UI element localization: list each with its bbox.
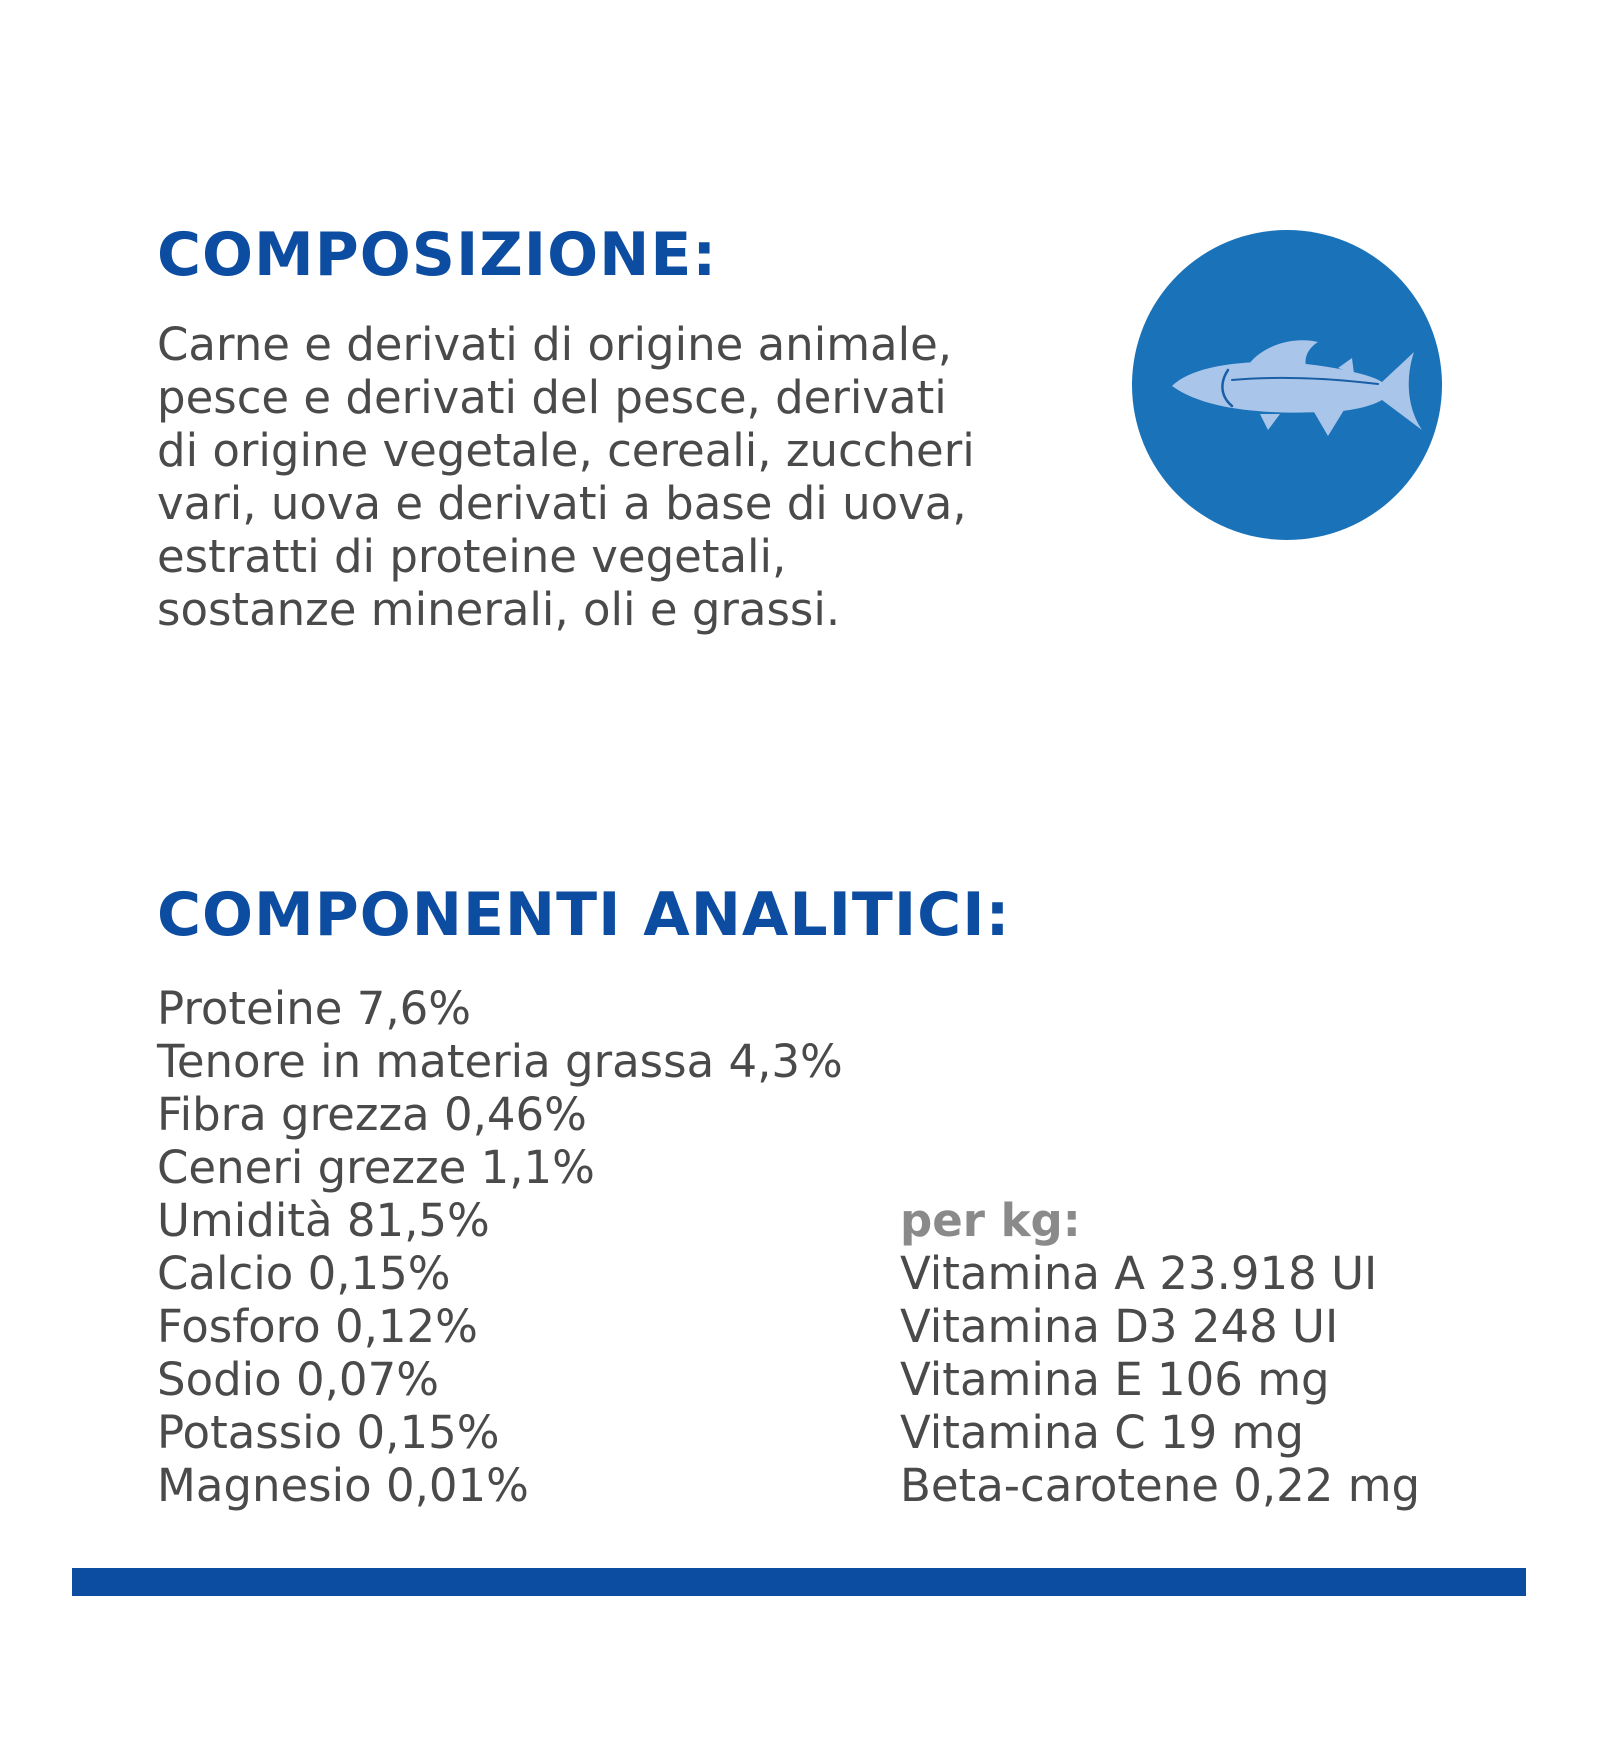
bottom-divider-bar xyxy=(72,1568,1526,1596)
vitamin-item: Vitamina E 106 mg xyxy=(900,1353,1330,1406)
per-kg-label: per kg: xyxy=(900,1194,1081,1247)
analytic-item: Fibra grezza 0,46% xyxy=(157,1088,587,1141)
composition-heading: COMPOSIZIONE: xyxy=(157,220,718,290)
analytic-item: Proteine 7,6% xyxy=(157,982,472,1035)
analytic-item: Calcio 0,15% xyxy=(157,1247,451,1300)
analytic-item: Tenore in materia grassa 4,3% xyxy=(157,1035,843,1088)
vitamin-list: Vitamina A 23.918 UI Vitamina D3 248 UI … xyxy=(900,1247,1420,1512)
analytic-item: Magnesio 0,01% xyxy=(157,1459,529,1512)
composition-line: vari, uova e derivati a base di uova, xyxy=(157,477,967,530)
composition-line: di origine vegetale, cereali, zuccheri xyxy=(157,424,975,477)
analytic-list: Proteine 7,6% Tenore in materia grassa 4… xyxy=(157,982,843,1512)
composition-line: estratti di proteine vegetali, xyxy=(157,530,787,583)
vitamin-item: Vitamina C 19 mg xyxy=(900,1406,1304,1459)
composition-line: pesce e derivati del pesce, derivati xyxy=(157,371,947,424)
analytic-item: Umidità 81,5% xyxy=(157,1194,490,1247)
fish-icon xyxy=(1132,230,1442,540)
analytic-item: Ceneri grezze 1,1% xyxy=(157,1141,595,1194)
vitamin-item: Vitamina D3 248 UI xyxy=(900,1300,1339,1353)
composition-text: Carne e derivati di origine animale, pes… xyxy=(157,318,975,636)
analytic-heading: COMPONENTI ANALITICI: xyxy=(157,880,1011,950)
analytic-item: Sodio 0,07% xyxy=(157,1353,439,1406)
vitamin-item: Vitamina A 23.918 UI xyxy=(900,1247,1378,1300)
analytic-item: Fosforo 0,12% xyxy=(157,1300,478,1353)
analytic-item: Potassio 0,15% xyxy=(157,1406,500,1459)
composition-line: Carne e derivati di origine animale, xyxy=(157,318,953,371)
vitamin-item: Beta-carotene 0,22 mg xyxy=(900,1459,1421,1512)
composition-line: sostanze minerali, oli e grassi. xyxy=(157,583,841,636)
